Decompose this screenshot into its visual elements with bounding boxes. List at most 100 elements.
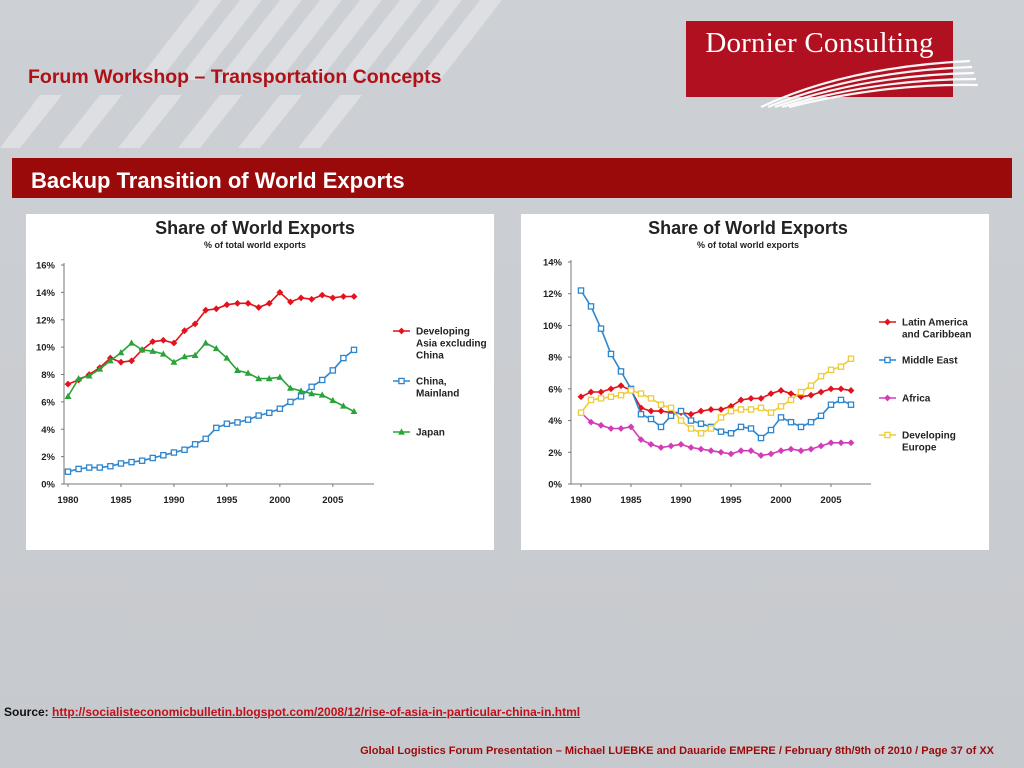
data-point: [807, 445, 815, 453]
data-point: [297, 393, 305, 400]
data-point: [223, 354, 231, 361]
data-point: [737, 396, 745, 404]
y-tick-label: 2%: [548, 448, 562, 459]
legend-label: Japan: [416, 428, 445, 439]
company-logo: Dornier Consulting: [686, 21, 979, 109]
data-point: [697, 445, 705, 453]
data-point: [707, 406, 715, 413]
data-point: [202, 339, 210, 346]
legend-label: Asia excluding: [416, 339, 487, 350]
data-point: [329, 367, 337, 374]
logo-swoosh-icon: [760, 59, 979, 109]
data-point: [159, 350, 167, 357]
data-point: [797, 447, 805, 455]
data-point: [767, 409, 775, 416]
data-point: [107, 462, 114, 470]
data-point: [244, 369, 252, 376]
data-point: [617, 368, 625, 375]
data-point: [170, 358, 178, 365]
data-point: [287, 398, 294, 406]
data-point: [340, 293, 347, 300]
data-point: [657, 407, 665, 415]
data-point: [667, 442, 675, 450]
data-point: [827, 366, 835, 374]
data-point: [255, 375, 263, 382]
data-point: [697, 420, 705, 427]
data-point: [717, 414, 725, 421]
legend-label: China,: [416, 377, 447, 388]
y-tick-label: 14%: [543, 258, 563, 269]
legend-label: Latin America: [902, 318, 968, 329]
x-tick-label: 2005: [820, 495, 842, 506]
x-tick-label: 1995: [720, 495, 742, 506]
y-tick-label: 0%: [548, 480, 562, 491]
y-tick-label: 10%: [543, 321, 563, 332]
data-point: [647, 440, 655, 448]
data-point: [96, 464, 104, 471]
data-point: [202, 306, 210, 314]
data-point: [350, 293, 358, 300]
legend-item: China,Mainland: [393, 377, 459, 400]
legend-swatch-marker: [398, 327, 405, 335]
data-point: [234, 419, 241, 426]
data-point: [687, 425, 695, 432]
data-point: [202, 435, 209, 443]
data-point: [767, 390, 775, 398]
data-point: [577, 409, 585, 416]
data-point: [747, 447, 755, 455]
data-point: [297, 387, 305, 394]
data-point: [597, 325, 605, 332]
data-point: [777, 447, 785, 455]
x-tick-label: 2000: [770, 495, 791, 506]
source-label: Source:: [4, 705, 49, 719]
y-tick-label: 12%: [36, 315, 56, 326]
data-point: [223, 420, 231, 428]
data-point: [329, 294, 337, 302]
data-point: [234, 366, 241, 373]
series-line: [580, 412, 851, 457]
data-point: [212, 305, 220, 313]
data-point: [607, 393, 615, 401]
data-point: [727, 450, 735, 458]
data-point: [757, 404, 765, 412]
x-tick-label: 2005: [322, 495, 344, 506]
series-middle-east: [577, 287, 855, 442]
data-point: [647, 395, 655, 402]
legend-item: Africa: [879, 394, 931, 405]
data-point: [747, 425, 755, 432]
data-point: [837, 439, 845, 447]
data-point: [627, 387, 635, 394]
x-tick-label: 1980: [570, 495, 591, 506]
data-point: [717, 428, 725, 435]
series-line: [67, 341, 355, 413]
data-point: [707, 447, 715, 455]
legend-swatch-marker: [398, 377, 405, 385]
data-point: [587, 388, 595, 396]
y-tick-label: 16%: [36, 261, 56, 272]
data-point: [191, 351, 199, 358]
data-point: [287, 298, 294, 306]
data-point: [244, 416, 252, 423]
decorative-stripes: [0, 0, 502, 148]
legend-swatch-marker: [884, 394, 891, 402]
x-tick-label: 1985: [110, 495, 132, 506]
legend-label: Developing: [902, 431, 956, 442]
data-point: [847, 355, 855, 362]
data-point: [747, 394, 755, 402]
y-tick-label: 4%: [548, 416, 562, 427]
data-point: [117, 460, 125, 467]
x-tick-label: 1985: [620, 495, 642, 506]
data-point: [637, 404, 645, 412]
data-point: [138, 346, 146, 353]
data-point: [276, 373, 284, 380]
source-link[interactable]: http://socialisteconomicbulletin.blogspo…: [52, 705, 581, 719]
data-point: [787, 418, 795, 426]
series-line: [67, 349, 355, 473]
data-point: [677, 407, 685, 415]
data-point: [837, 363, 845, 370]
series-line: [580, 290, 852, 440]
data-point: [607, 385, 615, 393]
banner-title: Backup Transition of World Exports: [31, 168, 405, 193]
chart-left: Share of World Exports % of total world e…: [36, 218, 487, 506]
chart-panel-right: Share of World Exports % of total world e…: [521, 214, 989, 550]
